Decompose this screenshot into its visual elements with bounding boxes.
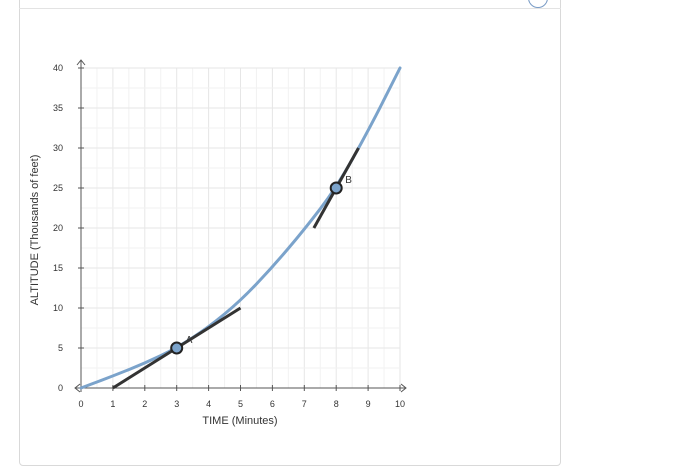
y-tick-label: 10 [53,303,63,313]
points[interactable]: AB [170,175,352,355]
x-tick-label: 5 [238,399,243,409]
point-b[interactable] [329,181,343,195]
y-tick-label: 20 [53,223,63,233]
grid [80,67,401,389]
x-axis-arrow-left [74,383,81,393]
x-tick-label: 1 [110,399,115,409]
x-tick-label: 8 [334,399,339,409]
x-tick-label: 2 [142,399,147,409]
x-tick-label: 9 [366,399,371,409]
y-axis-arrow-up [76,59,86,66]
point-label-a: A [186,335,193,346]
x-tick-label: 7 [302,399,307,409]
y-tick-label: 5 [58,343,63,353]
y-tick-label: 0 [58,383,63,393]
x-axis-arrow-right [400,383,407,393]
tick-labels: 0 1 2 3 4 5 6 7 8 9 10 0 5 10 15 20 25 30 35 40 [53,63,405,409]
y-tick-label: 15 [53,263,63,273]
x-tick-label: 10 [395,399,405,409]
y-tick-label: 25 [53,183,63,193]
y-axis-title: ALTITUDE (Thousands of feet) [29,155,41,306]
y-tick-label: 35 [53,103,63,113]
point-label-b: B [345,175,352,186]
x-tick-label: 4 [206,399,211,409]
x-tick-label: 0 [78,399,83,409]
y-tick-label: 30 [53,143,63,153]
panel-divider [19,8,561,9]
x-axis-title: TIME (Minutes) [202,415,277,427]
point-a[interactable] [170,341,184,355]
x-tick-label: 6 [270,399,275,409]
x-tick-label: 3 [174,399,179,409]
y-tick-label: 40 [53,63,63,73]
